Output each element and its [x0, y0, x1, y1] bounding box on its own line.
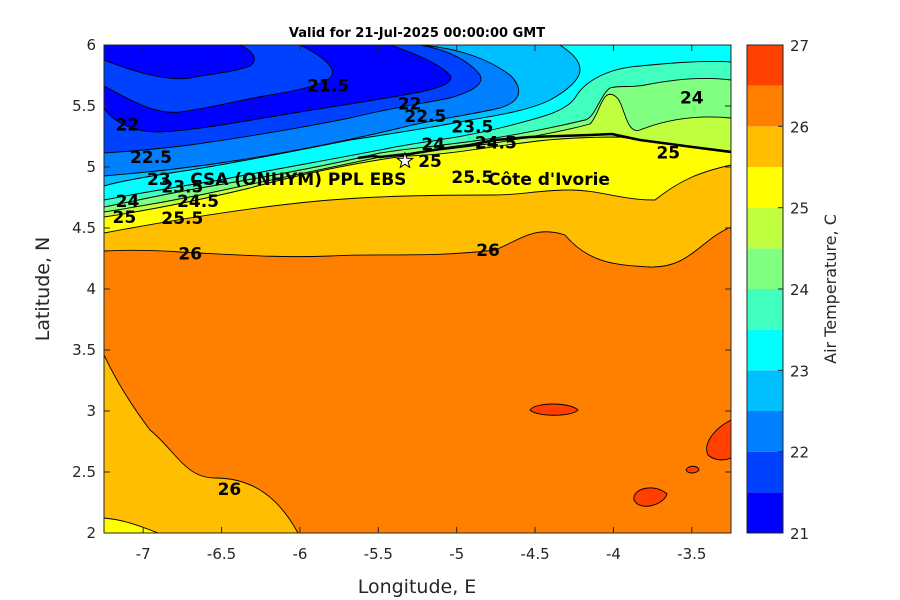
colorbar-tick-label: 22: [790, 444, 809, 462]
contour-label: 24: [116, 192, 140, 212]
isoline-21: [104, 45, 255, 80]
colorbar-tick-label: 26: [790, 118, 809, 136]
isoline-22-5: [104, 45, 520, 177]
contour-field: [104, 45, 731, 533]
warm-patch-4: [706, 419, 731, 461]
contour-label: 24: [680, 88, 704, 108]
isoline-25-5: [104, 164, 731, 234]
coastline: [357, 132, 731, 160]
contour-label: 23.5: [161, 178, 203, 198]
y-tick-label: 2: [86, 524, 96, 542]
y-tick-label: 4: [86, 280, 96, 298]
colorbar: 21 22 23 24 25 26 27: [746, 37, 809, 543]
colorbar-segment: [747, 248, 783, 289]
contour-label: 22: [116, 115, 140, 135]
colorbar-segment: [747, 126, 783, 167]
contour-label: 25: [418, 152, 442, 172]
x-tick-label: -6: [292, 545, 307, 563]
x-axis: -7 -6.5 -6 -5.5 -5 -4.5 -4 -3.5: [136, 45, 706, 563]
y-tick-label: 2.5: [72, 463, 96, 481]
map-annotation: Côte d'Ivorie: [488, 170, 610, 190]
isoline-21-5-inner: [104, 45, 333, 113]
contour-label: 24: [421, 135, 445, 155]
isoline-23: [104, 45, 581, 187]
colorbar-tick-label: 24: [790, 281, 809, 299]
colorbar-segment: [747, 207, 783, 249]
isoline-24: [104, 77, 731, 208]
contour-label: 21.5: [307, 76, 349, 96]
contour-label: 22.5: [404, 107, 446, 127]
y-tick-label: 4.5: [72, 219, 96, 237]
colorbar-segment: [747, 45, 783, 86]
y-tick-label: 5.5: [72, 97, 96, 115]
y-tick-label: 3.5: [72, 341, 96, 359]
colorbar-tick-label: 27: [790, 37, 809, 55]
warm-patch-2: [633, 487, 668, 507]
colorbar-segment: [747, 411, 783, 452]
warm-patch-3: [685, 465, 700, 474]
annotations: CSA (ONHYM) PPL EBS Côte d'Ivorie: [190, 170, 610, 190]
colorbar-segment: [747, 492, 783, 533]
contour-label: 26: [476, 241, 500, 261]
x-tick-label: -7: [136, 545, 151, 563]
isoline-26: [104, 226, 731, 268]
y-tick-label: 3: [86, 402, 96, 420]
x-tick-label: -5.5: [364, 545, 393, 563]
colorbar-segment: [747, 85, 783, 127]
band-25-5-southwest: [104, 354, 299, 533]
contour-label: 25.5: [161, 209, 203, 229]
x-tick-label: -3.5: [677, 545, 706, 563]
contour-label: 24.5: [177, 192, 219, 212]
x-axis-label: Longitude, E: [358, 576, 477, 598]
warm-patch-1: [529, 403, 579, 416]
contour-label: 23.5: [451, 118, 493, 138]
isoline-23-5: [104, 61, 731, 201]
colorbar-label: Air Temperature, C: [821, 214, 840, 364]
colorbar-segment: [747, 329, 783, 371]
map-annotation: CSA (ONHYM) PPL EBS: [190, 170, 406, 190]
isoline-24-5: [104, 93, 731, 213]
x-tick-label: -4: [606, 545, 621, 563]
colorbar-tick-label: 21: [790, 525, 809, 543]
contour-label: 25: [656, 143, 680, 163]
y-axis: 22.533.544.555.56: [72, 36, 731, 542]
contour-label: 23: [147, 170, 171, 190]
x-tick-label: -4.5: [520, 545, 549, 563]
colorbar-tick-label: 23: [790, 362, 809, 380]
contour-label: 24.5: [475, 134, 517, 154]
contour-label: 26: [218, 480, 242, 500]
colorbar-segment: [747, 370, 783, 411]
contour-label: 26: [178, 245, 202, 265]
x-tick-label: -5: [449, 545, 464, 563]
colorbar-segment: [747, 451, 783, 493]
colorbar-tick-label: 25: [790, 200, 809, 218]
colorbar-segment: [747, 167, 783, 208]
isoline-21-5: [104, 45, 452, 133]
contour-label: 25.5: [451, 168, 493, 188]
y-axis-label: Latitude, N: [32, 237, 54, 342]
y-tick-label: 6: [86, 36, 96, 54]
y-tick-label: 5: [86, 158, 96, 176]
site-star-icon: [395, 151, 414, 169]
chart-title: Valid for 21-Jul-2025 00:00:00 GMT: [289, 26, 545, 41]
colorbar-segment: [747, 289, 783, 330]
isoline-22: [104, 45, 482, 154]
contour-label: 22.5: [130, 148, 172, 168]
x-tick-label: -6.5: [207, 545, 236, 563]
contour-label: 25: [113, 208, 137, 228]
band-21-inner: [104, 45, 255, 79]
contour-label: 22: [398, 95, 422, 115]
